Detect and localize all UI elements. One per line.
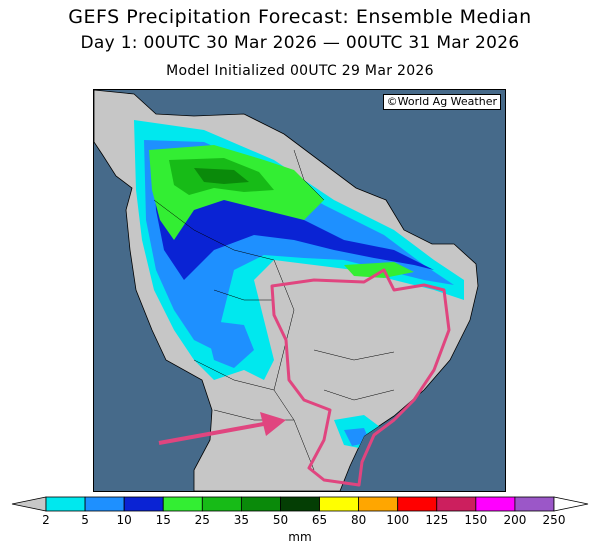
colorbar-cell [475,496,516,512]
colorbar-tick-label: 250 [542,513,566,527]
colorbar-cell [319,496,360,512]
colorbar-low-end [11,496,47,512]
colorbar-tick-label: 35 [233,513,250,527]
colorbar-cell [436,496,477,512]
colorbar-cell [162,496,203,512]
highlight-outline [270,268,451,487]
precip-5mm-andes [204,320,254,368]
annotation-arrow-shaft [158,421,270,445]
colorbar-tick-label: 15 [155,513,171,527]
map-credit: ©World Ag Weather [382,94,501,110]
colorbar-tick-label: 50 [272,513,289,527]
colorbar-cell [358,496,399,512]
colorbar-cell [397,496,438,512]
colorbar-cell [280,496,320,512]
colorbar-cell [514,496,555,512]
country-borders [153,149,395,471]
colorbar-tick-label: 2 [42,513,50,527]
colorbar-tick-label: 5 [81,513,89,527]
colorbar-tick-label: 65 [311,513,328,527]
colorbar-high-end [553,496,589,512]
colorbar-cell [201,496,242,512]
colorbar-tick-label: 25 [194,513,210,527]
annotation-arrow-head [260,412,286,436]
colorbar-tick-label: 200 [503,513,527,527]
precipitation-map: ©World Ag Weather [93,89,506,492]
colorbar-tick-label: 100 [386,513,410,527]
model-init-time: Model Initialized 00UTC 29 Mar 2026 [166,63,434,79]
colorbar-cell [240,496,281,512]
map-canvas [94,90,505,491]
colorbar-tick-label: 150 [464,513,488,527]
precip-15mm-north-brazil [344,262,414,278]
colorbar-tick-label: 10 [116,513,132,527]
colorbar-tick-label: 125 [425,513,449,527]
colorbar-tick-label: 80 [350,513,367,527]
precip-35mm [194,168,249,184]
colorbar-cell [123,496,164,512]
precip-shading [134,120,464,450]
colorbar-cell [45,496,86,512]
forecast-period: Day 1: 00UTC 30 Mar 2026 — 00UTC 31 Mar … [80,33,520,53]
colorbar-unit: mm [288,530,312,544]
colorbar-cell [84,496,125,512]
colorbar [11,496,589,512]
chart-title: GEFS Precipitation Forecast: Ensemble Me… [68,6,532,28]
